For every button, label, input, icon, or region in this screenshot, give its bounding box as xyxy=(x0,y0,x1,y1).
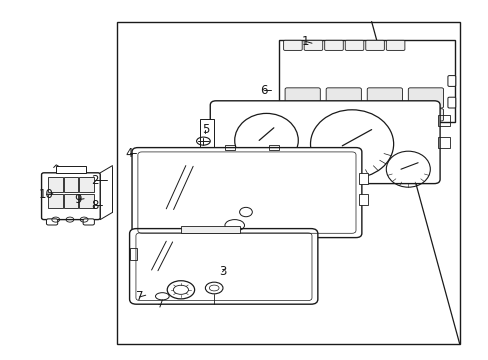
FancyBboxPatch shape xyxy=(324,40,343,50)
FancyBboxPatch shape xyxy=(210,101,439,184)
Bar xyxy=(342,181,356,185)
FancyBboxPatch shape xyxy=(345,40,363,50)
Bar xyxy=(268,145,278,150)
FancyBboxPatch shape xyxy=(447,97,455,108)
Bar xyxy=(79,194,94,208)
FancyBboxPatch shape xyxy=(407,88,443,108)
Bar xyxy=(224,145,234,150)
Text: 6: 6 xyxy=(260,84,267,96)
Bar xyxy=(63,194,78,208)
FancyBboxPatch shape xyxy=(325,109,361,121)
Bar xyxy=(129,248,137,260)
FancyBboxPatch shape xyxy=(41,173,100,220)
Bar xyxy=(56,166,85,173)
Text: 5: 5 xyxy=(201,123,209,136)
FancyBboxPatch shape xyxy=(447,76,455,86)
Text: 7: 7 xyxy=(135,291,143,303)
Bar xyxy=(48,177,62,192)
FancyBboxPatch shape xyxy=(283,40,302,50)
FancyBboxPatch shape xyxy=(285,88,320,108)
Text: 10: 10 xyxy=(39,188,54,201)
Text: 2: 2 xyxy=(91,174,99,186)
Bar xyxy=(181,226,239,233)
FancyBboxPatch shape xyxy=(386,40,404,50)
Text: ⌊: ⌊ xyxy=(261,160,264,167)
FancyBboxPatch shape xyxy=(285,109,320,121)
Bar xyxy=(79,177,94,192)
Bar xyxy=(48,194,62,208)
Bar xyxy=(358,173,367,184)
FancyBboxPatch shape xyxy=(129,229,317,304)
Text: 1: 1 xyxy=(301,35,309,48)
FancyBboxPatch shape xyxy=(46,219,58,225)
FancyBboxPatch shape xyxy=(366,88,402,108)
Bar xyxy=(117,22,459,344)
Bar xyxy=(283,122,298,130)
Bar xyxy=(437,115,449,126)
FancyBboxPatch shape xyxy=(83,219,94,225)
Bar xyxy=(437,137,449,148)
Text: 3: 3 xyxy=(218,265,226,278)
FancyBboxPatch shape xyxy=(366,109,402,121)
FancyBboxPatch shape xyxy=(407,109,443,121)
FancyBboxPatch shape xyxy=(132,148,361,238)
FancyBboxPatch shape xyxy=(365,40,384,50)
Bar xyxy=(278,40,454,122)
Bar xyxy=(200,119,214,162)
Bar xyxy=(63,177,78,192)
Text: 4: 4 xyxy=(125,147,133,159)
FancyBboxPatch shape xyxy=(325,88,361,108)
Text: 8: 8 xyxy=(91,199,99,212)
Bar xyxy=(358,194,367,205)
Bar xyxy=(220,181,234,185)
Text: 9: 9 xyxy=(74,193,82,206)
FancyBboxPatch shape xyxy=(304,40,322,50)
